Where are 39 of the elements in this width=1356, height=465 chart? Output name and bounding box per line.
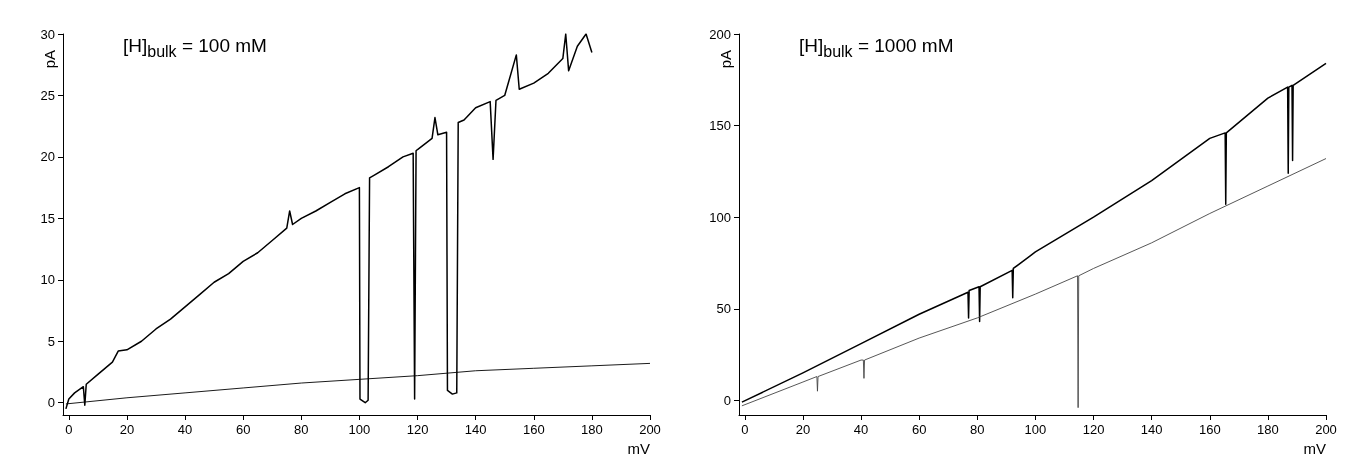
x-tick-label: 80: [294, 422, 309, 437]
x-tick-label: 120: [406, 422, 429, 437]
y-tick-label: 15: [40, 210, 55, 226]
y-axis-title: pA: [717, 50, 734, 69]
x-tick-label: 60: [235, 422, 251, 437]
y-tick-label: 200: [709, 26, 731, 42]
x-tick-label: 140: [464, 422, 487, 437]
x-tick-label: 100: [348, 422, 371, 437]
x-tick-label: 20: [119, 422, 135, 437]
x-tick-label: 80: [970, 422, 985, 437]
x-tick-label: 40: [853, 422, 869, 437]
x-tick-label: 0: [741, 422, 749, 437]
x-tick-label: 120: [1082, 422, 1105, 437]
y-tick-label: 0: [723, 392, 731, 408]
x-tick-label: 60: [911, 422, 927, 437]
x-tick-label: 160: [1198, 422, 1221, 437]
y-tick-label: 100: [709, 209, 731, 225]
x-tick-label: 160: [522, 422, 545, 437]
y-tick-label: 30: [40, 26, 55, 42]
y-tick-label: 20: [40, 149, 55, 165]
y-tick-label: 50: [716, 301, 731, 317]
x-tick-label: 140: [1140, 422, 1163, 437]
x-tick-label: 100: [1024, 422, 1047, 437]
x-tick-label: 40: [177, 422, 193, 437]
x-axis-title: mV: [627, 440, 650, 457]
y-tick-label: 25: [40, 87, 55, 103]
line-series: [741, 158, 1327, 409]
y-tick-label: 5: [47, 333, 55, 349]
x-tick-label: 180: [581, 422, 603, 437]
x-tick-label: 0: [65, 422, 73, 437]
x-axis-title: mV: [1303, 440, 1326, 457]
x-tick-label: 200: [1315, 422, 1337, 437]
x-tick-label: 200: [639, 422, 661, 437]
y-tick-label: 0: [47, 395, 55, 411]
x-tick-label: 20: [795, 422, 811, 437]
x-tick-label: 180: [1257, 422, 1279, 437]
y-tick-label: 10: [40, 272, 55, 288]
y-tick-label: 150: [709, 118, 731, 134]
y-axis-title: pA: [41, 50, 58, 69]
